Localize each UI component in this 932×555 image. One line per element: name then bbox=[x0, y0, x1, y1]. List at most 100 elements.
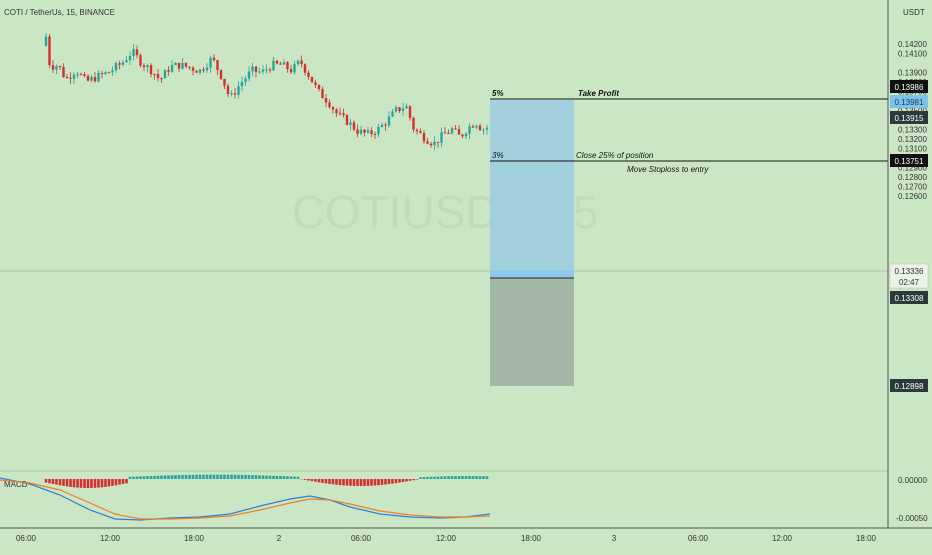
candle-body bbox=[405, 106, 407, 108]
partial-close-label: Close 25% of position bbox=[576, 151, 654, 160]
candle-body bbox=[283, 62, 285, 65]
candle-body bbox=[444, 132, 446, 133]
candles bbox=[45, 33, 488, 150]
macd-bar bbox=[318, 479, 321, 482]
candle-body bbox=[258, 72, 260, 73]
candle-body bbox=[101, 73, 103, 74]
macd-bar bbox=[486, 476, 489, 479]
price-tick-label: 0.13200 bbox=[898, 135, 927, 144]
candle-body bbox=[293, 64, 295, 72]
candle-body bbox=[83, 74, 85, 76]
candle-body bbox=[223, 79, 225, 86]
macd-bar bbox=[66, 479, 69, 486]
macd-bar bbox=[430, 477, 433, 479]
svg-text:0.13751: 0.13751 bbox=[895, 157, 924, 166]
candle-body bbox=[94, 77, 96, 81]
macd-bar bbox=[52, 479, 55, 484]
candle-body bbox=[377, 127, 379, 134]
macd-bar bbox=[416, 479, 419, 480]
macd-bar bbox=[454, 476, 457, 479]
profit-zone[interactable] bbox=[490, 100, 574, 278]
macd-bar bbox=[139, 476, 142, 479]
candle-body bbox=[433, 142, 435, 145]
macd-bar bbox=[388, 479, 391, 484]
candle-body bbox=[129, 56, 131, 60]
candle-body bbox=[178, 63, 180, 69]
time-tick-label: 06:00 bbox=[688, 534, 709, 543]
macd-bar bbox=[150, 476, 153, 479]
price-tick-label: 0.12600 bbox=[898, 192, 927, 201]
candle-body bbox=[59, 66, 61, 67]
macd-bar bbox=[475, 476, 478, 479]
macd-bar bbox=[251, 475, 254, 479]
macd-bar bbox=[73, 479, 76, 487]
macd-bar bbox=[90, 479, 93, 488]
macd-bar bbox=[276, 476, 279, 479]
candle-body bbox=[472, 126, 474, 127]
macd-bar bbox=[325, 479, 328, 483]
candle-body bbox=[241, 82, 243, 86]
macd-bar bbox=[206, 475, 209, 479]
candle-body bbox=[157, 74, 159, 78]
candle-body bbox=[269, 70, 271, 71]
candle-body bbox=[87, 76, 89, 81]
macd-bar bbox=[286, 476, 289, 479]
loss-zone[interactable] bbox=[490, 278, 574, 386]
candle-body bbox=[332, 107, 334, 109]
macd-bar bbox=[293, 477, 296, 479]
macd-bar bbox=[423, 477, 426, 479]
macd-bar bbox=[307, 479, 310, 481]
macd-bar bbox=[458, 476, 461, 479]
candle-body bbox=[482, 130, 484, 131]
macd-bar bbox=[213, 475, 216, 479]
candle-body bbox=[209, 58, 211, 68]
macd-bar bbox=[234, 475, 237, 479]
macd-bar bbox=[381, 479, 384, 485]
macd-bar bbox=[265, 476, 268, 479]
svg-text:0.12898: 0.12898 bbox=[895, 382, 924, 391]
macd-bar bbox=[185, 475, 188, 479]
candle-body bbox=[318, 85, 320, 89]
candle-body bbox=[160, 78, 162, 79]
candle-body bbox=[97, 73, 99, 81]
candle-body bbox=[213, 58, 215, 60]
macd-bar bbox=[48, 479, 51, 483]
macd-bar bbox=[181, 475, 184, 479]
macd-bar bbox=[465, 476, 468, 479]
macd-bar bbox=[472, 476, 475, 479]
macd-bar bbox=[129, 477, 132, 479]
candle-body bbox=[479, 126, 481, 131]
macd-bar bbox=[451, 476, 454, 479]
price-tick-label: 0.14100 bbox=[898, 50, 927, 59]
macd-bar bbox=[157, 476, 160, 479]
candle-body bbox=[199, 70, 201, 73]
candle-body bbox=[279, 63, 281, 64]
tag-entry: 0.13308 bbox=[890, 291, 928, 304]
macd-bar bbox=[223, 475, 226, 479]
macd-bar bbox=[370, 479, 373, 486]
candle-body bbox=[374, 134, 376, 135]
candle-body bbox=[181, 63, 183, 69]
macd-bar bbox=[59, 479, 62, 485]
macd-bar bbox=[412, 479, 415, 480]
macd-bar bbox=[248, 475, 251, 479]
tag-stop-loss: 0.12898 bbox=[890, 379, 928, 392]
macd-bar bbox=[342, 479, 345, 485]
candle-body bbox=[111, 70, 113, 72]
candle-body bbox=[276, 61, 278, 64]
candle-body bbox=[76, 74, 78, 75]
candle-body bbox=[353, 122, 355, 129]
candle-body bbox=[307, 73, 309, 77]
macd-bar bbox=[374, 479, 377, 485]
macd-bar bbox=[367, 479, 370, 486]
candle-body bbox=[62, 67, 64, 77]
candle-body bbox=[419, 131, 421, 133]
candle-body bbox=[468, 126, 470, 134]
candle-body bbox=[174, 63, 176, 65]
candle-body bbox=[48, 36, 50, 65]
macd-bar bbox=[461, 476, 464, 479]
macd-bar bbox=[360, 479, 363, 486]
candle-body bbox=[185, 63, 187, 67]
